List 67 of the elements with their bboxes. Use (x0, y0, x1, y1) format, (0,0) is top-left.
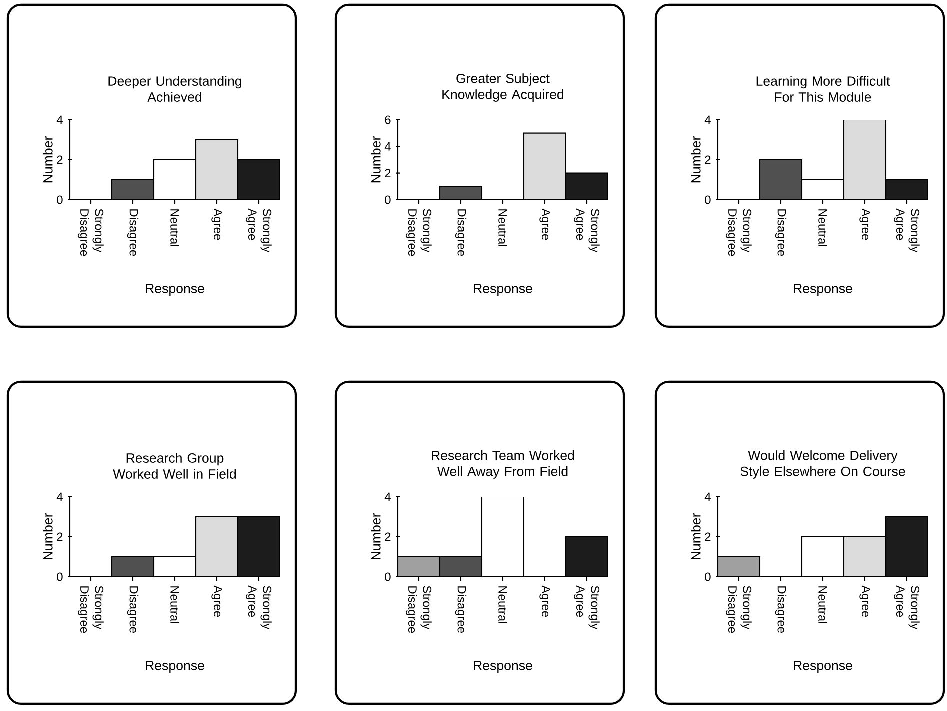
y-tick-label: 4 (704, 492, 711, 502)
x-tick-label: Agree (860, 586, 870, 618)
x-axis-title: Response (146, 661, 204, 674)
x-tick-label: Strongly Disagree (406, 586, 432, 634)
y-tick-label: 2 (57, 156, 63, 164)
y-tick-label: 0 (385, 572, 391, 582)
chart-title: Greater Subject Knowledge Acquired (442, 74, 564, 102)
x-tick-label: Agree (540, 586, 550, 618)
x-tick-label: Agree (212, 208, 222, 240)
x-tick-label: Strongly Disagree (78, 586, 104, 634)
y-tick-label: 0 (57, 196, 63, 204)
x-tick-label: Strongly Disagree (78, 209, 104, 256)
x-tick-label: Disagree (127, 210, 139, 256)
y-tick-label: 0 (57, 572, 63, 582)
x-tick-label: Strongly Disagree (726, 209, 752, 256)
chart-title: Research Team Worked Well Away From Field (432, 450, 574, 479)
y-tick-label: 4 (384, 142, 391, 151)
x-tick-label: Neutral (818, 586, 828, 624)
y-tick-label: 4 (384, 492, 391, 502)
chart-title: Research Group Worked Well in Field (113, 453, 236, 479)
y-tick-label: 2 (57, 532, 63, 542)
x-tick-label: Disagree (775, 586, 787, 634)
x-tick-label: Strongly Agree (246, 586, 272, 630)
x-axis-title: Response (794, 284, 852, 296)
x-tick-label: Strongly Agree (574, 208, 600, 253)
chart-title: Deeper Understanding Achieved (108, 76, 242, 102)
y-axis-title: Number (371, 514, 381, 560)
x-tick-label: Disagree (455, 586, 467, 634)
y-axis-title: Number (43, 136, 53, 183)
x-tick-label: Disagree (455, 210, 467, 256)
x-tick-label: Neutral (170, 210, 180, 247)
y-axis-title: Number (371, 136, 381, 183)
x-tick-label: Disagree (127, 586, 139, 634)
y-tick-label: 4 (56, 116, 63, 124)
y-tick-label: 2 (385, 169, 391, 178)
y-tick-label: 0 (385, 196, 391, 204)
y-tick-label: 4 (56, 492, 63, 502)
x-axis-title: Response (474, 284, 532, 296)
x-tick-label: Strongly Disagree (726, 586, 752, 634)
x-tick-label: Neutral (498, 210, 508, 247)
y-tick-label: 0 (705, 196, 711, 204)
y-axis-title: Number (691, 514, 701, 560)
y-tick-label: 6 (385, 116, 391, 124)
chart-title: Learning More Difficult For This Module (756, 76, 890, 102)
x-tick-label: Strongly Agree (894, 208, 920, 253)
y-axis-title: Number (43, 514, 53, 560)
x-tick-label: Strongly Agree (894, 586, 920, 630)
x-tick-label: Strongly Agree (574, 586, 600, 630)
x-tick-label: Neutral (818, 210, 828, 247)
x-axis-title: Response (474, 661, 532, 674)
x-axis-title: Response (794, 661, 852, 674)
y-tick-label: 4 (704, 116, 711, 124)
y-axis-title: Number (691, 136, 701, 183)
y-tick-label: 2 (705, 532, 711, 542)
x-tick-label: Agree (212, 586, 222, 618)
x-tick-label: Agree (860, 208, 870, 240)
y-tick-label: 0 (705, 572, 711, 582)
x-tick-label: Disagree (775, 210, 787, 256)
y-tick-label: 2 (385, 532, 391, 542)
y-tick-label: 2 (705, 156, 711, 164)
x-tick-label: Strongly Disagree (406, 209, 432, 256)
x-axis-title: Response (146, 284, 204, 296)
x-tick-label: Strongly Agree (246, 208, 272, 253)
x-tick-label: Agree (540, 208, 550, 240)
chart-title: Would Welcome Delivery Style Elsewhere On Course (740, 450, 906, 479)
x-tick-label: Neutral (170, 586, 180, 624)
x-tick-label: Neutral (498, 586, 508, 624)
